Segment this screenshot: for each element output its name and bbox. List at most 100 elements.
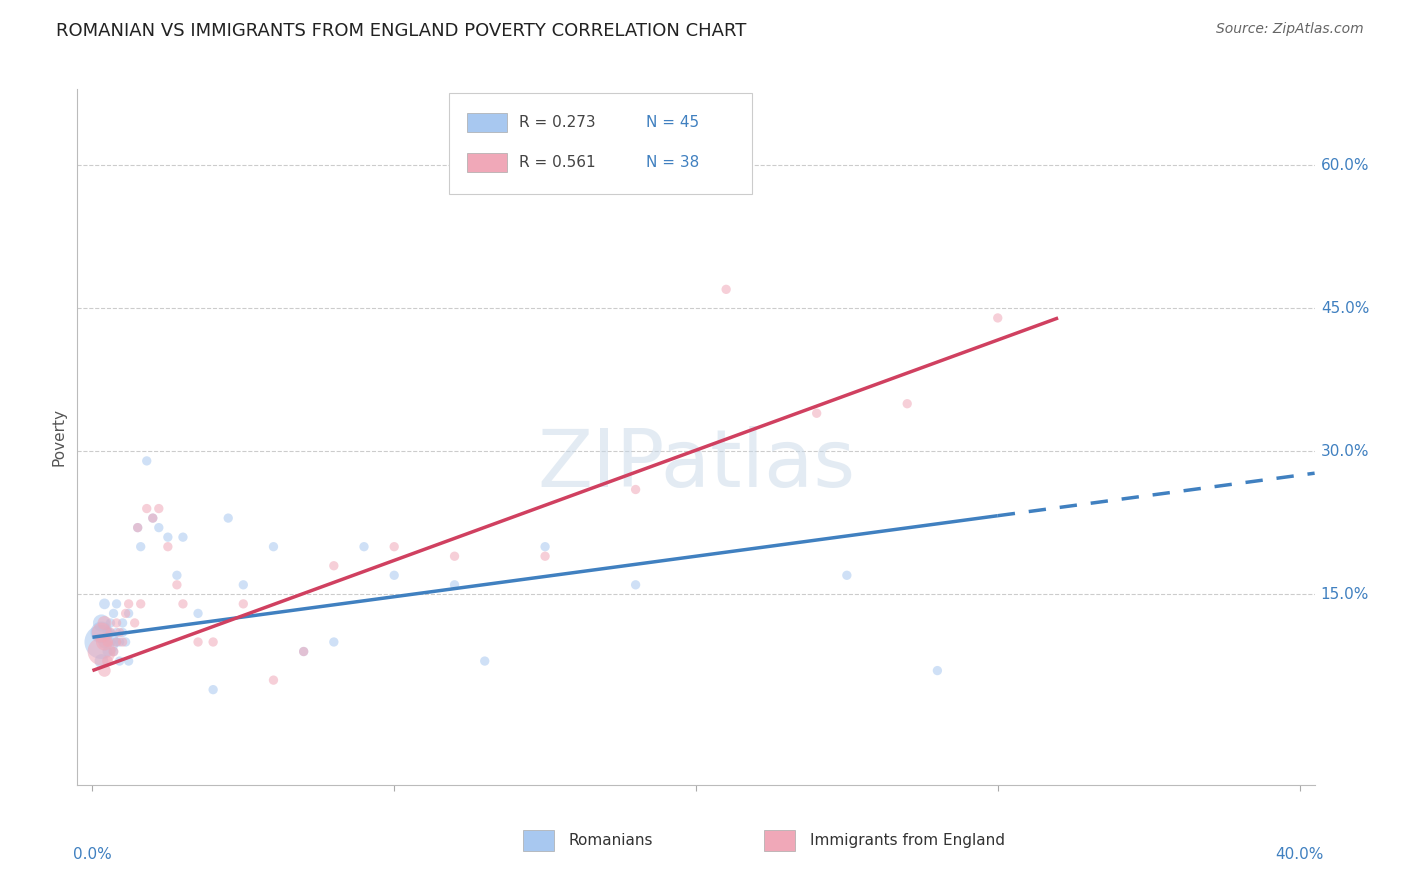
Point bbox=[263, 540, 285, 554]
Point bbox=[232, 578, 254, 592]
Point bbox=[93, 635, 115, 649]
Text: 40.0%: 40.0% bbox=[1275, 847, 1323, 862]
Point bbox=[105, 635, 128, 649]
Point bbox=[103, 644, 125, 658]
Point bbox=[202, 682, 225, 697]
Point bbox=[166, 568, 188, 582]
Point bbox=[129, 597, 152, 611]
Point bbox=[100, 615, 122, 630]
Point bbox=[156, 540, 179, 554]
Point bbox=[927, 664, 949, 678]
Point bbox=[714, 282, 737, 296]
Y-axis label: Poverty: Poverty bbox=[51, 408, 66, 467]
FancyBboxPatch shape bbox=[449, 93, 752, 194]
Point bbox=[443, 549, 465, 564]
FancyBboxPatch shape bbox=[467, 153, 506, 172]
Point bbox=[232, 597, 254, 611]
Text: R = 0.561: R = 0.561 bbox=[519, 154, 596, 169]
Point bbox=[202, 635, 225, 649]
Point bbox=[100, 635, 122, 649]
Point bbox=[382, 568, 405, 582]
Point bbox=[172, 530, 194, 544]
Point bbox=[96, 644, 118, 658]
Text: ZIPatlas: ZIPatlas bbox=[537, 425, 855, 504]
Point bbox=[172, 597, 194, 611]
FancyBboxPatch shape bbox=[523, 830, 554, 851]
Point bbox=[93, 615, 115, 630]
Point bbox=[166, 578, 188, 592]
Text: 30.0%: 30.0% bbox=[1320, 444, 1369, 458]
Text: 60.0%: 60.0% bbox=[1320, 158, 1369, 173]
Point bbox=[103, 607, 125, 621]
Point bbox=[96, 625, 118, 640]
Point bbox=[111, 635, 134, 649]
Point bbox=[111, 625, 134, 640]
Point bbox=[127, 521, 149, 535]
Point bbox=[148, 521, 170, 535]
Text: Source: ZipAtlas.com: Source: ZipAtlas.com bbox=[1216, 22, 1364, 37]
Point bbox=[96, 635, 118, 649]
Text: N = 45: N = 45 bbox=[647, 115, 700, 130]
Point bbox=[443, 578, 465, 592]
Point bbox=[90, 615, 112, 630]
Point bbox=[105, 635, 128, 649]
Point bbox=[322, 635, 344, 649]
Point bbox=[806, 406, 828, 420]
Point bbox=[108, 625, 131, 640]
Point bbox=[534, 540, 557, 554]
Point bbox=[90, 625, 112, 640]
Text: 15.0%: 15.0% bbox=[1320, 587, 1369, 602]
Point bbox=[108, 635, 131, 649]
Point bbox=[117, 654, 139, 668]
Point bbox=[114, 635, 136, 649]
Point bbox=[105, 615, 128, 630]
Point bbox=[93, 635, 115, 649]
Point bbox=[217, 511, 239, 525]
Point bbox=[105, 625, 128, 640]
Point bbox=[90, 625, 112, 640]
Point bbox=[187, 607, 209, 621]
Point bbox=[156, 530, 179, 544]
Point bbox=[292, 644, 315, 658]
Point bbox=[896, 397, 918, 411]
Point bbox=[322, 558, 344, 573]
Text: N = 38: N = 38 bbox=[647, 154, 700, 169]
Point bbox=[835, 568, 858, 582]
Point bbox=[100, 625, 122, 640]
Point bbox=[263, 673, 285, 687]
FancyBboxPatch shape bbox=[467, 113, 506, 132]
Text: Immigrants from England: Immigrants from England bbox=[810, 833, 1005, 848]
Point bbox=[108, 654, 131, 668]
Point bbox=[127, 521, 149, 535]
Point bbox=[534, 549, 557, 564]
Point bbox=[135, 454, 157, 468]
FancyBboxPatch shape bbox=[763, 830, 794, 851]
Point bbox=[93, 597, 115, 611]
Point bbox=[90, 654, 112, 668]
Point bbox=[93, 664, 115, 678]
Text: ROMANIAN VS IMMIGRANTS FROM ENGLAND POVERTY CORRELATION CHART: ROMANIAN VS IMMIGRANTS FROM ENGLAND POVE… bbox=[56, 22, 747, 40]
Point bbox=[148, 501, 170, 516]
Text: R = 0.273: R = 0.273 bbox=[519, 115, 596, 130]
Point bbox=[353, 540, 375, 554]
Point bbox=[187, 635, 209, 649]
Point bbox=[624, 483, 647, 497]
Point bbox=[111, 615, 134, 630]
Text: Romanians: Romanians bbox=[568, 833, 652, 848]
Point bbox=[117, 607, 139, 621]
Point bbox=[90, 644, 112, 658]
Point bbox=[142, 511, 165, 525]
Point bbox=[114, 607, 136, 621]
Point bbox=[124, 615, 146, 630]
Point bbox=[382, 540, 405, 554]
Point bbox=[624, 578, 647, 592]
Point bbox=[474, 654, 496, 668]
Point bbox=[292, 644, 315, 658]
Point bbox=[117, 597, 139, 611]
Text: 0.0%: 0.0% bbox=[73, 847, 112, 862]
Point bbox=[129, 540, 152, 554]
Point bbox=[135, 501, 157, 516]
Text: 45.0%: 45.0% bbox=[1320, 301, 1369, 316]
Point bbox=[987, 310, 1010, 325]
Point bbox=[142, 511, 165, 525]
